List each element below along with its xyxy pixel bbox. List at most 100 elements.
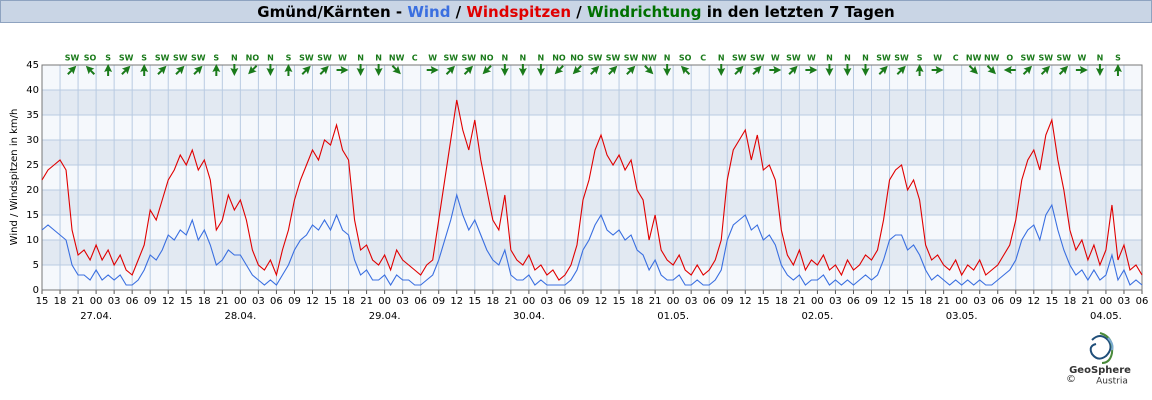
direction-label: S (105, 54, 111, 63)
direction-arrow (284, 64, 293, 76)
date-label: 04.05. (1090, 311, 1122, 322)
x-tick-label: 21 (1082, 296, 1095, 307)
x-tick-label: 15 (36, 296, 49, 307)
direction-label: SW (1020, 54, 1035, 63)
direction-label: NO (480, 54, 494, 63)
x-tick-label: 03 (108, 296, 121, 307)
direction-label: SW (606, 54, 621, 63)
grid-band (42, 140, 1142, 165)
x-tick-label: 21 (72, 296, 85, 307)
x-tick-label: 21 (360, 296, 373, 307)
direction-arrow (266, 64, 275, 76)
date-label: 03.05. (946, 311, 978, 322)
x-tick-label: 15 (613, 296, 626, 307)
direction-label: N (538, 54, 545, 63)
x-tick-label: 00 (811, 296, 824, 307)
chart-title: Gmünd/Kärnten - Wind / Windspitzen / Win… (257, 3, 894, 21)
direction-label: SW (624, 54, 639, 63)
direction-arrow (67, 65, 77, 75)
direction-label: O (1006, 54, 1013, 63)
direction-arrow (356, 64, 365, 76)
direction-label: SW (894, 54, 909, 63)
direction-arrow (1075, 66, 1088, 74)
y-tick-label: 5 (33, 260, 39, 271)
direction-label: SO (679, 54, 692, 63)
x-tick-label: 15 (901, 296, 914, 307)
title-part: Gmünd/Kärnten - (257, 3, 407, 21)
grid-band (42, 240, 1142, 265)
direction-label: SW (786, 54, 801, 63)
x-tick-label: 18 (342, 296, 355, 307)
title-part: / (571, 3, 587, 21)
y-axis-label: Wind / Windspitzen in km/h (9, 109, 20, 246)
direction-arrow (843, 64, 852, 76)
direction-label: C (700, 54, 706, 63)
y-tick-label: 20 (26, 185, 39, 196)
x-tick-label: 06 (991, 296, 1004, 307)
direction-label: S (213, 54, 219, 63)
grid-band (42, 90, 1142, 115)
x-tick-label: 12 (162, 296, 175, 307)
logo-mark (1099, 332, 1114, 364)
direction-label: N (520, 54, 527, 63)
direction-arrow (931, 66, 944, 74)
direction-label: SW (65, 54, 80, 63)
x-tick-label: 09 (288, 296, 301, 307)
y-tick-label: 25 (26, 160, 39, 171)
x-tick-label: 21 (216, 296, 229, 307)
direction-label: N (1097, 54, 1104, 63)
direction-label: W (933, 54, 942, 63)
x-tick-label: 15 (324, 296, 337, 307)
x-tick-label: 00 (523, 296, 536, 307)
direction-label: SW (317, 54, 332, 63)
direction-label: W (338, 54, 347, 63)
x-tick-label: 18 (54, 296, 67, 307)
date-label: 28.04. (224, 311, 256, 322)
direction-arrow (426, 66, 439, 74)
y-tick-label: 45 (26, 60, 39, 71)
direction-label: N (844, 54, 851, 63)
x-tick-label: 09 (721, 296, 734, 307)
direction-label: SW (732, 54, 747, 63)
x-tick-label: 12 (450, 296, 463, 307)
y-tick-label: 35 (26, 110, 39, 121)
plot-border (41, 64, 1143, 291)
direction-label: N (357, 54, 364, 63)
direction-label: NW (966, 54, 982, 63)
direction-label: SW (461, 54, 476, 63)
x-tick-label: 03 (685, 296, 698, 307)
direction-label: SW (299, 54, 314, 63)
date-label: 27.04. (80, 311, 112, 322)
x-tick-label: 06 (847, 296, 860, 307)
direction-label: SW (191, 54, 206, 63)
x-tick-label: 00 (1100, 296, 1113, 307)
y-tick-label: 0 (33, 285, 39, 296)
direction-label: N (664, 54, 671, 63)
logo-mark (1089, 335, 1112, 360)
direction-label: N (267, 54, 274, 63)
direction-label: NO (552, 54, 566, 63)
data-line (41, 192, 1143, 287)
direction-label: C (953, 54, 959, 63)
x-tick-label: 03 (829, 296, 842, 307)
direction-label: N (718, 54, 725, 63)
logo-mark (1107, 337, 1114, 351)
x-tick-label: 21 (937, 296, 950, 307)
date-label: 01.05. (657, 311, 689, 322)
y-tick-label: 40 (26, 85, 39, 96)
direction-label: SW (1057, 54, 1072, 63)
data-line (41, 99, 1143, 281)
direction-label: NO (570, 54, 584, 63)
direction-label: W (1077, 54, 1086, 63)
direction-arrow (104, 64, 113, 76)
direction-label: N (375, 54, 382, 63)
direction-label: SW (588, 54, 603, 63)
x-tick-label: 06 (270, 296, 283, 307)
direction-arrow (805, 66, 818, 74)
direction-label: NW (641, 54, 657, 63)
x-tick-label: 09 (865, 296, 878, 307)
x-tick-label: 00 (667, 296, 680, 307)
y-tick-label: 10 (26, 235, 39, 246)
y-tick-label: 15 (26, 210, 39, 221)
